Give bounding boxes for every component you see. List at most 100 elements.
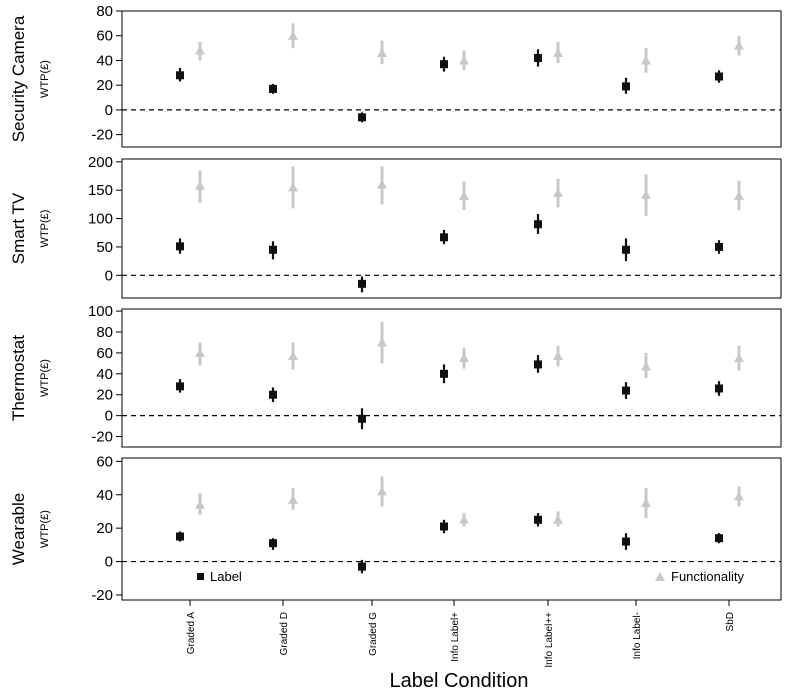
- panel-frame: [121, 158, 782, 299]
- label-point: [269, 390, 277, 399]
- functionality-point: [734, 353, 744, 363]
- panel-0: -20 0 20 40 60 80 Security Camera WTP(£): [9, 3, 782, 148]
- functionality-point: [641, 55, 651, 65]
- x-axis: Graded A Graded D Graded G Info Label+ Info …: [186, 600, 736, 668]
- x-tick-label: Info Label-: [632, 612, 643, 659]
- functionality-point: [377, 48, 387, 58]
- panel-title: Wearable: [9, 493, 28, 565]
- functionality-point: [288, 351, 298, 361]
- functionality-point: [377, 337, 387, 347]
- functionality-point: [377, 179, 387, 189]
- x-tick-label: Info Label+: [450, 612, 461, 662]
- label-point: [358, 279, 366, 288]
- label-point: [622, 537, 630, 546]
- y-tick-label: 0: [105, 102, 113, 119]
- y-axis-label: WTP(£): [39, 510, 51, 548]
- label-point: [534, 515, 542, 524]
- y-tick-label: 20: [96, 520, 113, 537]
- functionality-point: [734, 491, 744, 501]
- y-tick-label: 150: [88, 182, 113, 199]
- legend-label-marker: [197, 573, 204, 580]
- functionality-point: [195, 45, 205, 55]
- y-tick-label: -20: [91, 127, 113, 144]
- label-point: [176, 382, 184, 391]
- x-tick-label: SbD: [725, 612, 736, 631]
- label-point: [534, 53, 542, 62]
- functionality-point: [553, 351, 563, 361]
- label-point: [176, 71, 184, 80]
- y-tick-label: 0: [105, 408, 113, 425]
- label-point: [440, 369, 448, 378]
- y-tick-label: 40: [96, 366, 113, 383]
- functionality-point: [553, 48, 563, 58]
- functionality-point: [641, 361, 651, 371]
- label-point: [440, 233, 448, 242]
- panel-3: -20 0 20 40 60 Wearable WTP(£) Label Functionali…: [9, 453, 782, 604]
- functionality-point: [459, 190, 469, 200]
- functionality-point: [459, 353, 469, 363]
- functionality-point: [459, 514, 469, 524]
- panel-1: 0 50 100 150 200 Smart TV WTP(£): [9, 154, 782, 299]
- y-tick-label: -20: [91, 429, 113, 446]
- y-tick-label: 20: [96, 77, 113, 94]
- label-point: [269, 539, 277, 548]
- label-point: [534, 360, 542, 369]
- y-tick-label: 20: [96, 387, 113, 404]
- legend-label-text: Label: [210, 569, 242, 584]
- y-axis-label: WTP(£): [39, 359, 51, 397]
- y-tick-label: 80: [96, 324, 113, 341]
- y-tick-label: 100: [88, 303, 113, 320]
- y-tick-label: 60: [96, 453, 113, 470]
- functionality-point: [288, 494, 298, 504]
- x-tick-label: Graded G: [368, 612, 379, 656]
- label-point: [176, 532, 184, 541]
- panel-title: Smart TV: [9, 192, 28, 264]
- y-tick-label: 60: [96, 345, 113, 362]
- functionality-point: [195, 347, 205, 357]
- legend-functionality-marker: [655, 572, 665, 581]
- functionality-point: [641, 498, 651, 508]
- functionality-point: [195, 499, 205, 509]
- functionality-point: [288, 30, 298, 40]
- y-axis-label: WTP(£): [39, 60, 51, 98]
- chart-panels: -20 0 20 40 60 80 Security Camera WTP(£) 0 50 100 1…: [9, 3, 782, 604]
- legend-functionality-text: Functionality: [671, 569, 744, 584]
- legend: Label Functionality: [197, 569, 744, 584]
- functionality-point: [459, 55, 469, 65]
- label-point: [534, 220, 542, 229]
- x-tick-label: Graded A: [186, 612, 197, 655]
- y-tick-label: 0: [105, 554, 113, 571]
- x-axis-title: Label Condition: [390, 670, 529, 692]
- panel-frame: [121, 457, 782, 601]
- functionality-point: [377, 486, 387, 496]
- y-tick-label: -20: [91, 587, 113, 604]
- label-point: [715, 534, 723, 543]
- label-point: [715, 242, 723, 251]
- y-tick-label: 60: [96, 28, 113, 45]
- label-point: [176, 242, 184, 251]
- panel-2: -20 0 20 40 60 80 100 Thermostat WTP(£): [9, 303, 782, 448]
- label-point: [269, 245, 277, 254]
- label-point: [715, 384, 723, 393]
- y-tick-label: 40: [96, 52, 113, 69]
- panel-title: Security Camera: [9, 15, 28, 142]
- label-point: [440, 522, 448, 531]
- y-tick-label: 200: [88, 154, 113, 171]
- label-point: [622, 386, 630, 395]
- y-tick-label: 100: [88, 211, 113, 228]
- y-tick-label: 50: [96, 239, 113, 256]
- label-point: [440, 60, 448, 69]
- label-point: [358, 414, 366, 423]
- x-tick-label: Info Label++: [544, 612, 555, 668]
- label-point: [622, 245, 630, 254]
- y-tick-label: 80: [96, 3, 113, 20]
- y-axis-label: WTP(£): [39, 210, 51, 248]
- label-point: [622, 82, 630, 91]
- panel-frame: [121, 308, 782, 448]
- panel-frame: [121, 10, 782, 148]
- functionality-point: [553, 188, 563, 198]
- panel-title: Thermostat: [9, 335, 28, 421]
- label-point: [358, 113, 366, 122]
- functionality-point: [195, 180, 205, 190]
